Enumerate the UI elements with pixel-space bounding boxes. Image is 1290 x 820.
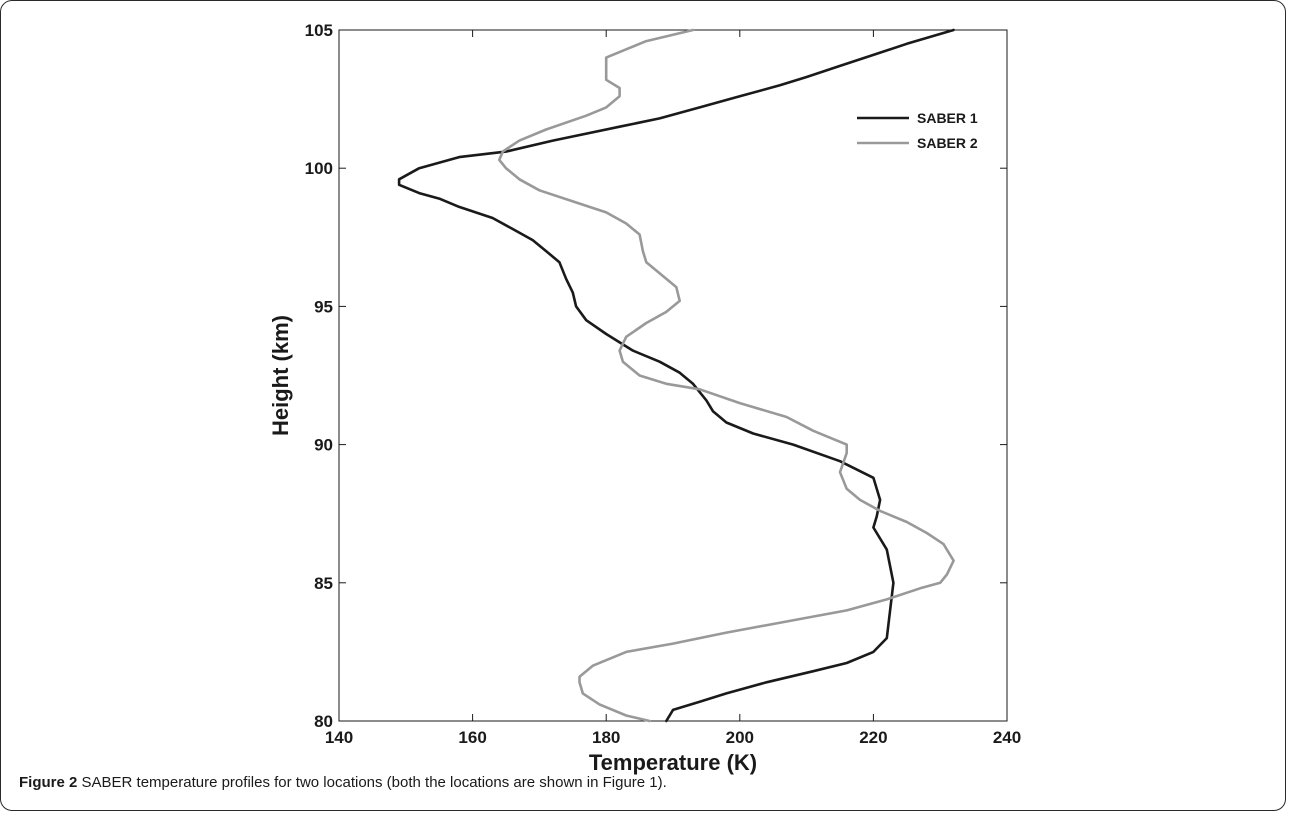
legend-label-1: SABER 1 bbox=[917, 110, 978, 126]
y-tick-label: 95 bbox=[314, 297, 333, 316]
series-line-2 bbox=[497, 28, 955, 723]
x-tick-label: 140 bbox=[325, 728, 353, 747]
y-tick-label: 85 bbox=[314, 574, 333, 593]
x-axis-label: Temperature (K) bbox=[589, 750, 757, 775]
axis-ticks: 140 160 180 200 220 240 80 85 90 95 100 105 bbox=[305, 21, 1022, 747]
chart: 140 160 180 200 220 240 80 85 90 95 100 105 SABER 1… bbox=[268, 21, 1022, 775]
y-tick-label: 100 bbox=[305, 159, 333, 178]
x-tick-label: 200 bbox=[726, 728, 754, 747]
caption-label: Figure 2 bbox=[19, 774, 78, 791]
x-tick-label: 240 bbox=[993, 728, 1021, 747]
series-line-1 bbox=[397, 28, 955, 723]
figure-caption: Figure 2 SABER temperature profiles for … bbox=[19, 774, 667, 791]
legend-label-2: SABER 2 bbox=[917, 135, 978, 151]
caption-text: SABER temperature profiles for two locat… bbox=[81, 774, 667, 791]
y-tick-label: 105 bbox=[305, 21, 333, 40]
y-axis-label: Height (km) bbox=[268, 315, 293, 436]
x-tick-label: 160 bbox=[458, 728, 486, 747]
y-tick-label: 90 bbox=[314, 436, 333, 455]
plot-area bbox=[338, 29, 1008, 722]
x-tick-label: 180 bbox=[592, 728, 620, 747]
y-tick-label: 80 bbox=[314, 712, 333, 731]
series-lines bbox=[397, 28, 955, 723]
x-tick-label: 220 bbox=[859, 728, 887, 747]
legend: SABER 1 SABER 2 bbox=[857, 110, 978, 151]
